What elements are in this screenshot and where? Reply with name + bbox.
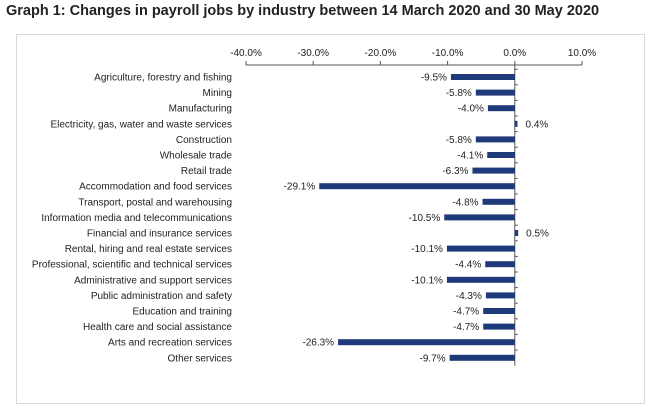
x-tick-label: -20.0%	[365, 48, 397, 59]
category-label: Public administration and safety	[91, 291, 232, 302]
x-tick-label: -30.0%	[297, 48, 329, 59]
bar	[475, 136, 515, 143]
x-tick-label: 10.0%	[568, 48, 596, 59]
category-label: Rental, hiring and real estate services	[65, 244, 232, 255]
bar	[514, 230, 519, 236]
data-label: -10.1%	[411, 244, 443, 255]
data-label: -5.8%	[446, 88, 472, 99]
data-label: -4.8%	[452, 197, 478, 208]
data-label: -5.8%	[446, 135, 472, 146]
category-label: Information media and telecommunications	[41, 213, 232, 224]
category-label: Retail trade	[181, 166, 233, 177]
x-tick-label: -40.0%	[230, 48, 262, 59]
category-label: Other services	[168, 353, 232, 364]
data-label: -4.4%	[455, 260, 481, 271]
category-label: Professional, scientific and technical s…	[32, 260, 232, 271]
data-label: -9.5%	[421, 73, 447, 84]
bar	[449, 354, 515, 361]
category-label: Electricity, gas, water and waste servic…	[50, 119, 232, 130]
bar	[319, 183, 515, 190]
data-label: -29.1%	[284, 182, 316, 193]
x-tick-label: -10.0%	[432, 48, 464, 59]
bar	[483, 308, 515, 314]
bar	[446, 276, 515, 283]
data-label: -4.0%	[458, 104, 484, 115]
data-label: 0.5%	[526, 229, 549, 240]
chart-title: Graph 1: Changes in payroll jobs by indu…	[6, 3, 600, 19]
bar	[482, 198, 515, 205]
bar	[485, 292, 515, 299]
category-label: Education and training	[132, 307, 232, 318]
category-label: Financial and insurance services	[87, 229, 232, 240]
data-label: -4.3%	[456, 291, 482, 302]
bar	[446, 245, 515, 252]
category-label: Manufacturing	[169, 104, 232, 115]
data-label: -26.3%	[302, 338, 334, 349]
data-label: -4.7%	[453, 322, 479, 333]
data-label: -4.7%	[453, 307, 479, 318]
category-label: Administrative and support services	[74, 275, 232, 286]
category-label: Wholesale trade	[160, 151, 233, 162]
category-label: Arts and recreation services	[108, 338, 232, 349]
data-label: -4.1%	[457, 151, 483, 162]
data-label: -6.3%	[442, 166, 468, 177]
data-label: -10.1%	[411, 275, 443, 286]
bar	[514, 120, 518, 127]
bar	[485, 261, 515, 268]
bar	[475, 89, 515, 96]
category-label: Construction	[176, 135, 232, 146]
data-label: 0.4%	[525, 119, 548, 130]
bar	[483, 323, 515, 330]
category-label: Health care and social assistance	[83, 322, 232, 333]
bar	[472, 167, 515, 174]
category-label: Accommodation and food services	[79, 182, 232, 193]
category-label: Mining	[203, 88, 232, 99]
bar	[450, 74, 515, 80]
chart-frame	[16, 34, 645, 404]
bar	[487, 105, 515, 112]
bar	[444, 214, 515, 221]
category-label: Agriculture, forestry and fishing	[94, 73, 232, 84]
category-label: Transport, postal and warehousing	[78, 197, 232, 208]
bar	[487, 152, 515, 158]
data-label: -10.5%	[409, 213, 441, 224]
data-label: -9.7%	[419, 353, 445, 364]
bar	[338, 339, 515, 346]
x-tick-label: 0.0%	[503, 48, 526, 59]
